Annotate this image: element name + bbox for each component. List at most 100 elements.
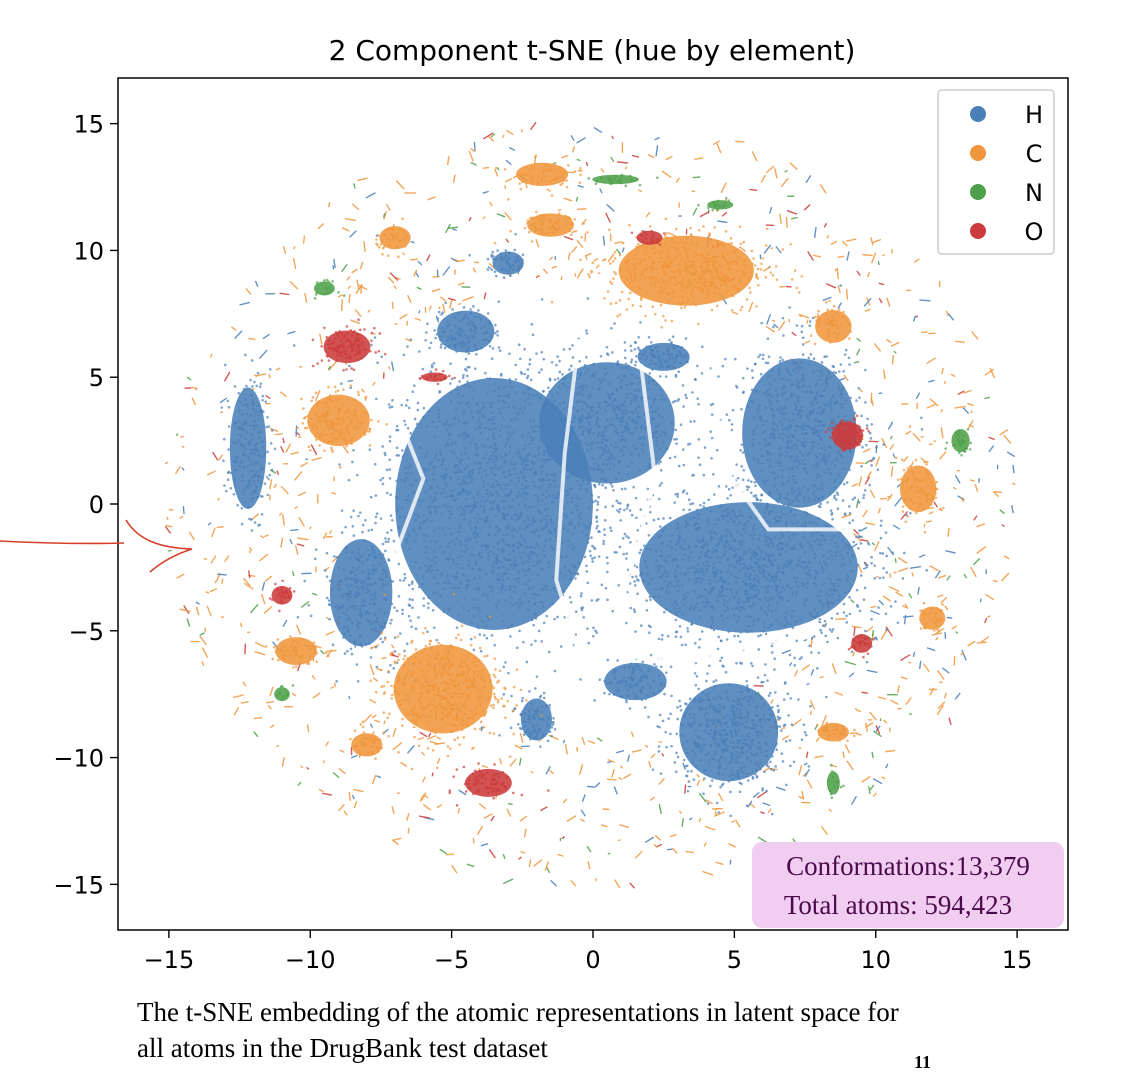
- point-H: [431, 608, 435, 612]
- point-H: [749, 615, 753, 618]
- point-H: [451, 489, 454, 492]
- scatter-fragment: [224, 555, 230, 562]
- point-H: [493, 500, 496, 503]
- point-H: [484, 426, 488, 430]
- point-H: [768, 464, 772, 468]
- point-H: [767, 603, 771, 607]
- point-H: [533, 519, 537, 522]
- point-H: [731, 408, 735, 412]
- scatter-fragment: [395, 276, 401, 280]
- point-H: [658, 484, 662, 487]
- point-H: [502, 693, 506, 696]
- point-H: [460, 550, 464, 553]
- point-H: [643, 427, 646, 431]
- point-H: [807, 417, 810, 421]
- point-H: [835, 491, 839, 494]
- point-H: [758, 745, 762, 749]
- point-H: [466, 433, 469, 437]
- point-H: [788, 538, 792, 542]
- point-H: [878, 576, 882, 580]
- point-H: [579, 400, 583, 403]
- point-H: [448, 553, 452, 556]
- point-H: [561, 382, 565, 385]
- scatter-fragment: [735, 140, 745, 143]
- point-H: [681, 558, 684, 561]
- point-H: [693, 641, 697, 645]
- scatter-fragment: [322, 532, 328, 540]
- point-H: [876, 468, 880, 471]
- point-H: [810, 637, 814, 640]
- point-H: [508, 552, 511, 556]
- point-H: [864, 562, 867, 565]
- point-H: [485, 492, 489, 495]
- point-H: [785, 368, 789, 371]
- scatter-fragment: [973, 558, 981, 566]
- point-H: [618, 459, 621, 463]
- point-H: [771, 408, 775, 412]
- scatter-fragment: [731, 820, 735, 823]
- scatter-fragment: [300, 462, 308, 468]
- point-H: [857, 387, 861, 390]
- point-H: [633, 394, 637, 397]
- scatter-fragment: [749, 802, 756, 809]
- point-H: [837, 474, 840, 477]
- point-H: [470, 508, 474, 512]
- point-H: [808, 644, 811, 648]
- point-H: [817, 420, 820, 424]
- scatter-fragment: [963, 389, 972, 394]
- point-H: [726, 607, 730, 611]
- point-H: [442, 504, 446, 507]
- point-H: [768, 579, 771, 583]
- scatter-fragment: [436, 758, 441, 764]
- point-H: [740, 546, 743, 549]
- point-H: [715, 448, 719, 452]
- point-H: [820, 371, 823, 374]
- point-H: [471, 397, 475, 400]
- scatter-fragment: [580, 809, 586, 817]
- point-H: [754, 494, 758, 497]
- point-H: [728, 512, 731, 515]
- point-H: [632, 444, 635, 448]
- point-H: [557, 451, 561, 454]
- point-H: [830, 593, 834, 596]
- point-H: [698, 556, 701, 560]
- point-H: [775, 577, 779, 581]
- scatter-fragment: [900, 511, 908, 520]
- point-H: [792, 760, 796, 764]
- point-H: [675, 630, 678, 634]
- point-H: [486, 377, 489, 380]
- point-H: [641, 660, 645, 664]
- point-H: [623, 429, 627, 433]
- scatter-fragment: [231, 326, 237, 331]
- scatter-fragment: [293, 246, 296, 250]
- point-H: [777, 569, 781, 573]
- point-H: [771, 471, 774, 474]
- point-H: [808, 410, 812, 414]
- point-H: [725, 413, 729, 416]
- point-H: [455, 562, 459, 566]
- point-H: [734, 384, 738, 388]
- point-H: [742, 579, 745, 583]
- point-H: [586, 449, 589, 453]
- scatter-fragment: [353, 800, 358, 809]
- point-H: [541, 605, 545, 609]
- point-H: [747, 575, 751, 579]
- scatter-fragment: [992, 579, 998, 583]
- point-H: [700, 539, 704, 542]
- point-H: [470, 480, 474, 484]
- scatter-fragment: [902, 605, 907, 609]
- point-H: [519, 511, 522, 515]
- point-H: [771, 585, 774, 589]
- point-H: [578, 417, 581, 420]
- point-H: [851, 554, 855, 558]
- point-H: [504, 661, 507, 664]
- point-H: [797, 504, 800, 508]
- point-H: [687, 558, 691, 562]
- point-H: [435, 511, 439, 514]
- point-H: [479, 499, 483, 503]
- point-H: [676, 565, 680, 569]
- point-H: [698, 594, 702, 598]
- point-H: [783, 412, 787, 416]
- scatter-fragment: [928, 379, 935, 383]
- point-H: [729, 517, 733, 520]
